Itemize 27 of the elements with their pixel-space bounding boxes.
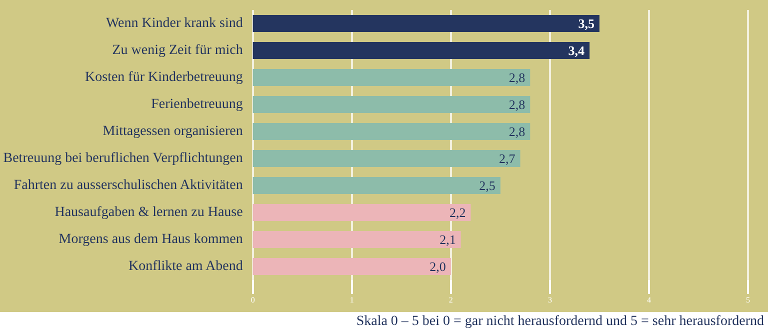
- data-label: 2,1: [440, 232, 456, 247]
- y-tick-label: Betreuung bei beruflichen Verpflichtungen: [3, 151, 243, 166]
- x-tick-label: 5: [746, 296, 750, 304]
- x-tick-label: 2: [448, 296, 453, 304]
- data-label: 2,2: [449, 205, 466, 220]
- data-label: 2,7: [498, 151, 516, 166]
- data-label: 2,0: [430, 259, 446, 274]
- y-tick-label: Hausaufgaben & lernen zu Hause: [54, 205, 243, 220]
- y-tick-label: Zu wenig Zeit für mich: [112, 43, 243, 58]
- data-label: 2,8: [508, 70, 526, 85]
- data-label: 2,8: [508, 124, 526, 139]
- x-tick-label: 1: [350, 296, 354, 304]
- x-tick-label: 3: [548, 296, 552, 304]
- y-tick-label: Konflikte am Abend: [128, 259, 243, 274]
- x-tick-label: 0: [250, 296, 255, 304]
- y-tick-label: Fahrten zu ausserschulischen Aktivitäten: [14, 178, 243, 193]
- y-tick-label: Ferienbetreuung: [151, 97, 243, 112]
- y-tick-label: Wenn Kinder krank sind: [106, 16, 243, 31]
- y-tick-label: Kosten für Kinderbetreuung: [85, 70, 243, 85]
- data-label: 2,8: [508, 97, 526, 112]
- data-label: 3,4: [568, 43, 586, 58]
- data-label: 2,5: [479, 178, 496, 193]
- x-tick-label: 4: [646, 296, 651, 304]
- y-tick-label: Morgens aus dem Haus kommen: [58, 232, 243, 247]
- text: Skala 0 – 5 bei 0 = gar nicht herausfordernd und 5 = sehr herausfordernd: [356, 314, 764, 330]
- y-tick-label: Mittagessen organisieren: [102, 124, 243, 139]
- data-label: 3,5: [578, 16, 595, 31]
